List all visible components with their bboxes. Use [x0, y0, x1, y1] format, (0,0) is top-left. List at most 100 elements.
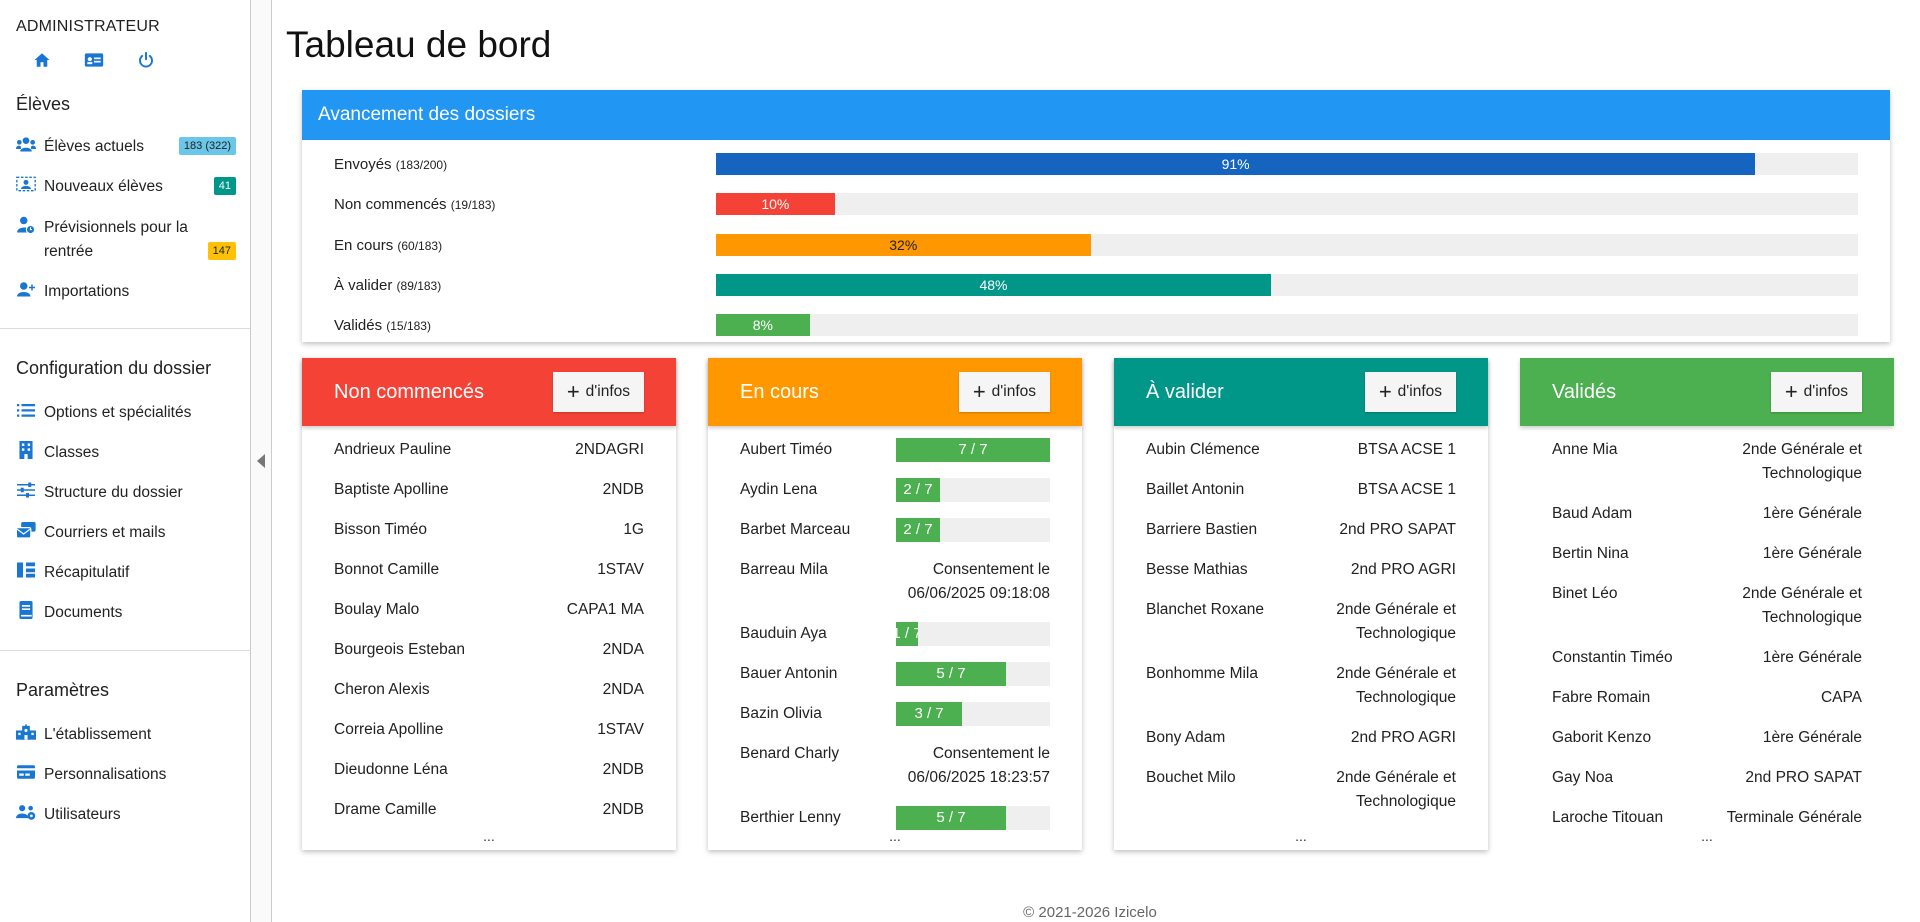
list-item[interactable]: Dieudonne Léna 2NDB	[334, 758, 644, 782]
list-item[interactable]: Anne Mia 2nde Générale et Technologique	[1552, 438, 1862, 486]
step-progress-track: 2 / 7	[896, 478, 1050, 502]
list-item[interactable]: Cheron Alexis 2NDA	[334, 678, 644, 702]
sidebar-item-nouveaux-eleves[interactable]: Nouveaux élèves 41	[16, 175, 236, 199]
class-value: 1G	[623, 521, 644, 538]
more-ellipsis: ...	[1701, 828, 1713, 844]
admin-icons	[32, 50, 156, 70]
student-name: Baillet Antonin	[1146, 481, 1245, 498]
student-name: Aydin Lena	[740, 481, 818, 498]
list-item[interactable]: Bauer Antonin 5 / 7	[740, 662, 1050, 686]
sidebar-item-options[interactable]: Options et spécialités	[16, 401, 236, 425]
list-item[interactable]: Binet Léo 2nde Générale et Technologique	[1552, 582, 1862, 630]
home-icon[interactable]	[32, 50, 52, 70]
list-item[interactable]: Bauduin Aya 1 / 7	[740, 622, 1050, 646]
list-item[interactable]: Bourgeois Esteban 2NDA	[334, 638, 644, 662]
step-progress-track: 5 / 7	[896, 662, 1050, 686]
class-value: 2nde Générale et Technologique	[1336, 665, 1456, 706]
sidebar-item-label: Nouveaux élèves	[44, 178, 163, 195]
list-item[interactable]: Constantin Timéo 1ère Générale	[1552, 646, 1862, 670]
student-name: Bazin Olivia	[740, 705, 822, 722]
list-item[interactable]: Bazin Olivia 3 / 7	[740, 702, 1050, 726]
student-name: Dieudonne Léna	[334, 761, 448, 778]
list-item[interactable]: Blanchet Roxane 2nde Générale et Technolo…	[1146, 598, 1456, 646]
sidebar-item-personnalisations[interactable]: Personnalisations	[16, 763, 236, 787]
sidebar-item-label: Récapitulatif	[44, 564, 130, 581]
card-title: En cours	[740, 380, 819, 403]
sidebar-collapse-toggle[interactable]	[250, 0, 272, 922]
step-progress-fill: 7 / 7	[896, 438, 1050, 462]
class-value: 2NDB	[602, 481, 644, 498]
step-progress-fill: 1 / 7	[896, 622, 919, 646]
sidebar: ADMINISTRATEUR Élèves Élèves actuels 183…	[0, 0, 250, 922]
users-gear-icon	[16, 803, 36, 821]
list-item[interactable]: Berthier Lenny 5 / 7	[740, 806, 1050, 830]
list-item[interactable]: Bertin Nina 1ère Générale	[1552, 542, 1862, 566]
sidebar-item-label: Personnalisations	[44, 766, 167, 783]
student-name: Fabre Romain	[1552, 689, 1651, 706]
sidebar-item-documents[interactable]: Documents	[16, 601, 236, 625]
plus-icon: +	[566, 379, 580, 404]
id-card-icon[interactable]	[84, 50, 104, 70]
list-item[interactable]: Aubin Clémence BTSA ACSE 1	[1146, 438, 1456, 462]
student-name: Bony Adam	[1146, 729, 1226, 746]
list-item[interactable]: Fabre Romain CAPA	[1552, 686, 1862, 710]
more-info-label: d'infos	[991, 383, 1036, 400]
class-value: 2nde Générale et Technologique	[1336, 769, 1456, 810]
list-item[interactable]: Aubert Timéo 7 / 7	[740, 438, 1050, 462]
sidebar-item-recapitulatif[interactable]: Récapitulatif	[16, 561, 236, 585]
sidebar-divider	[0, 650, 250, 651]
list-item[interactable]: Benard Charly Consentement le 06/06/2025 …	[740, 742, 1050, 790]
more-ellipsis: ...	[1295, 828, 1307, 844]
list-item[interactable]: Gay Noa 2nd PRO SAPAT	[1552, 766, 1862, 790]
user-plus-icon	[16, 280, 36, 298]
list-item[interactable]: Gaborit Kenzo 1ère Générale	[1552, 726, 1862, 750]
sidebar-item-label: L'établissement	[44, 726, 152, 743]
progress-row: À valider (89/183) 48%	[334, 273, 1858, 297]
list-item[interactable]: Aydin Lena 2 / 7	[740, 478, 1050, 502]
list-item[interactable]: Bisson Timéo 1G	[334, 518, 644, 542]
more-info-label: d'infos	[585, 383, 630, 400]
student-name: Blanchet Roxane	[1146, 601, 1265, 618]
sidebar-item-structure[interactable]: Structure du dossier	[16, 481, 236, 505]
sidebar-item-importations[interactable]: Importations	[16, 280, 236, 304]
count-badge: 147	[207, 242, 236, 260]
sidebar-divider	[0, 328, 250, 329]
card-title: Validés	[1552, 380, 1617, 403]
class-value: 2nd PRO AGRI	[1350, 561, 1456, 578]
list-item[interactable]: Boulay Malo CAPA1 MA	[334, 598, 644, 622]
student-name: Boulay Malo	[334, 601, 420, 618]
sidebar-item-previsionnels[interactable]: Prévisionnels pour la rentrée 147	[16, 216, 236, 264]
list-item[interactable]: Barreau Mila Consentement le 06/06/2025 0…	[740, 558, 1050, 606]
sidebar-item-utilisateurs[interactable]: Utilisateurs	[16, 803, 236, 827]
list-item[interactable]: Barriere Bastien 2nd PRO SAPAT	[1146, 518, 1456, 542]
list-item[interactable]: Barbet Marceau 2 / 7	[740, 518, 1050, 542]
list-item[interactable]: Bonnot Camille 1STAV	[334, 558, 644, 582]
list-item[interactable]: Bony Adam 2nd PRO AGRI	[1146, 726, 1456, 750]
more-info-button-a-valider[interactable]: + d'infos	[1364, 372, 1456, 412]
class-value: 2nd PRO AGRI	[1350, 729, 1456, 746]
student-name: Anne Mia	[1552, 441, 1618, 458]
list-item[interactable]: Baptiste Apolline 2NDB	[334, 478, 644, 502]
step-progress-track: 5 / 7	[896, 806, 1050, 830]
list-item[interactable]: Baud Adam 1ère Générale	[1552, 502, 1862, 526]
list-item[interactable]: Besse Mathias 2nd PRO AGRI	[1146, 558, 1456, 582]
more-info-button-non-commences[interactable]: + d'infos	[552, 372, 644, 412]
list-item[interactable]: Bonhomme Mila 2nde Générale et Technologi…	[1146, 662, 1456, 710]
more-info-button-valides[interactable]: + d'infos	[1770, 372, 1862, 412]
list-item[interactable]: Baillet Antonin BTSA ACSE 1	[1146, 478, 1456, 502]
power-icon[interactable]	[136, 50, 156, 70]
sidebar-item-courriers[interactable]: Courriers et mails	[16, 521, 236, 545]
class-value: 1STAV	[597, 561, 644, 578]
more-info-button-en-cours[interactable]: + d'infos	[958, 372, 1050, 412]
sidebar-item-eleves-actuels[interactable]: Élèves actuels 183 (322)	[16, 135, 236, 159]
list-item[interactable]: Laroche Titouan Terminale Générale	[1552, 806, 1862, 830]
list-item[interactable]: Andrieux Pauline 2NDAGRI	[334, 438, 644, 462]
progress-card: Avancement des dossiers Envoyés (183/200…	[302, 90, 1890, 342]
list-item[interactable]: Correia Apolline 1STAV	[334, 718, 644, 742]
count-badge: 41	[213, 177, 236, 195]
sidebar-item-classes[interactable]: Classes	[16, 441, 236, 465]
list-item[interactable]: Bouchet Milo 2nde Générale et Technologiq…	[1146, 766, 1456, 814]
list-item[interactable]: Drame Camille 2NDB	[334, 798, 644, 822]
student-name: Bonnot Camille	[334, 561, 440, 578]
sidebar-item-etablissement[interactable]: L'établissement	[16, 723, 236, 747]
